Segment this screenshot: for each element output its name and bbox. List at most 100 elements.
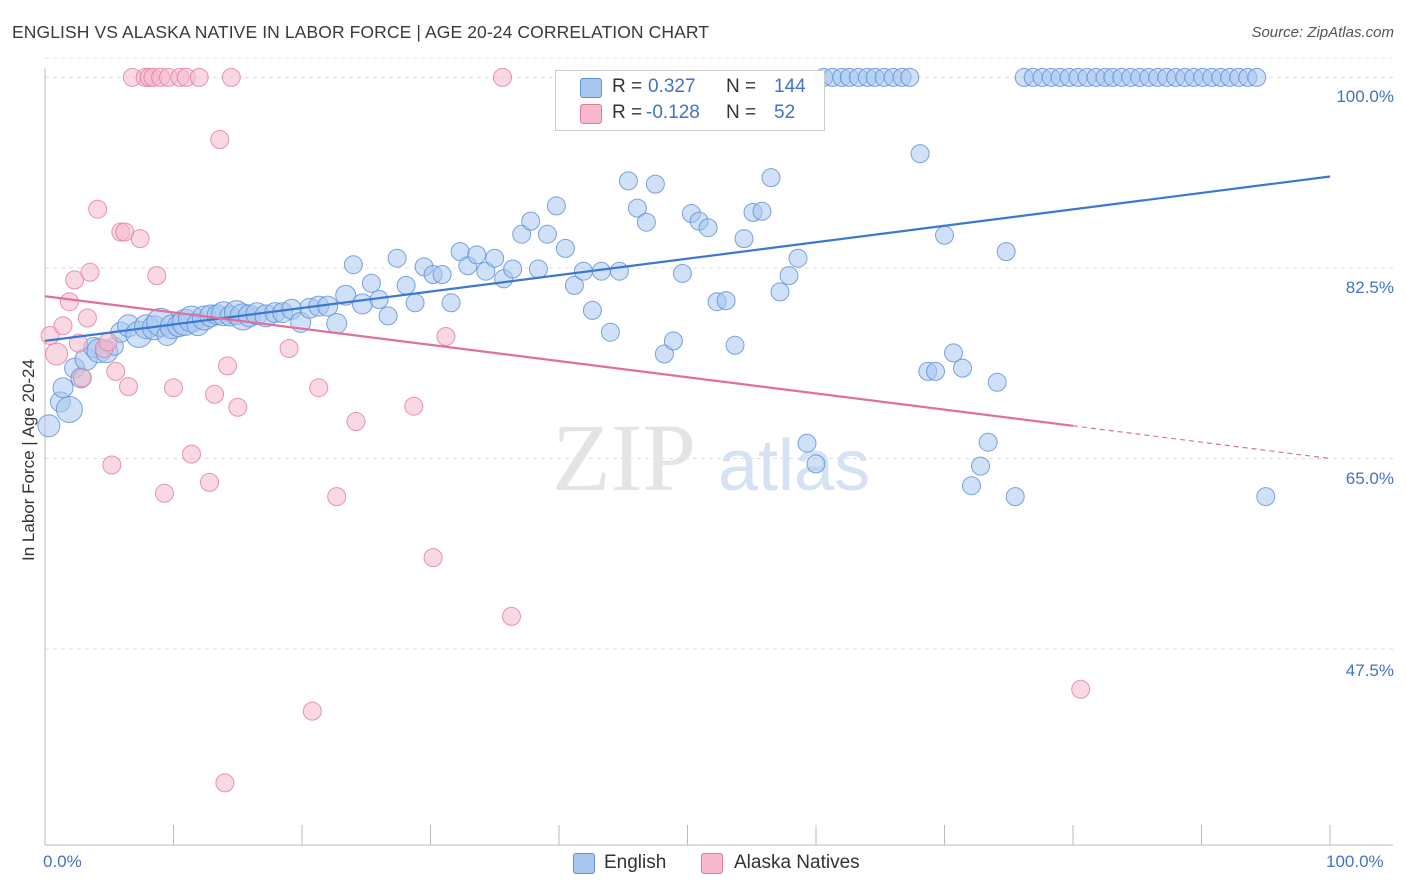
watermark: ZIP atlas bbox=[552, 404, 870, 511]
english-point bbox=[761, 168, 781, 188]
english-point bbox=[600, 322, 620, 342]
legend-r-value: -0.128 bbox=[646, 102, 700, 123]
y-tick-label: 100.0% bbox=[1336, 87, 1394, 106]
english-point bbox=[1247, 67, 1267, 87]
english-point bbox=[1005, 487, 1025, 507]
english-point bbox=[734, 229, 754, 249]
alaska-natives-point bbox=[502, 606, 521, 626]
legend-swatch-english bbox=[580, 78, 602, 98]
english-point bbox=[987, 372, 1007, 392]
stats-legend: R = 0.327 N = 144 R = -0.128 N = 52 bbox=[555, 70, 825, 131]
series-alaska-natives bbox=[40, 67, 1091, 793]
alaska-natives-point bbox=[102, 455, 122, 475]
english-point bbox=[609, 261, 629, 281]
english-point bbox=[378, 306, 398, 326]
legend-r-label: R = bbox=[612, 76, 643, 97]
english-point bbox=[52, 377, 74, 399]
alaska-natives-point bbox=[106, 361, 126, 381]
alaska-natives-point bbox=[346, 412, 366, 431]
legend-n-value: 52 bbox=[774, 102, 796, 123]
english-point bbox=[935, 225, 954, 245]
english-point bbox=[335, 284, 357, 306]
alaska-natives-point bbox=[327, 487, 347, 507]
english-point bbox=[582, 300, 602, 320]
alaska-natives-point bbox=[423, 548, 443, 568]
source-label: Source: ZipAtlas.com bbox=[1251, 24, 1394, 41]
english-point bbox=[405, 293, 425, 313]
alaska-natives-point bbox=[309, 378, 329, 398]
alaska-natives-point bbox=[189, 67, 209, 87]
legend-label-english: English bbox=[604, 852, 667, 873]
english-point bbox=[971, 456, 990, 476]
english-point bbox=[627, 198, 647, 218]
english-point bbox=[788, 248, 808, 268]
alaska-natives-point bbox=[53, 316, 73, 336]
gridlines bbox=[45, 57, 1395, 650]
alaska-natives-point bbox=[155, 483, 174, 503]
legend-row-english: R = 0.327 N = 144 bbox=[556, 76, 824, 102]
english-point bbox=[910, 144, 930, 164]
alaska-natives-point bbox=[45, 342, 69, 366]
english-point bbox=[564, 275, 584, 295]
series-english bbox=[37, 67, 1276, 507]
alaska-natives-point bbox=[200, 472, 219, 492]
legend-swatch-english bbox=[573, 853, 595, 874]
axes bbox=[44, 68, 1393, 846]
english-point bbox=[636, 212, 656, 232]
alaska-natives-point bbox=[65, 270, 85, 290]
english-point bbox=[926, 361, 945, 381]
english-point bbox=[725, 335, 745, 355]
english-point bbox=[752, 201, 772, 221]
english-point bbox=[996, 242, 1016, 262]
english-point bbox=[476, 261, 496, 281]
english-point bbox=[361, 273, 381, 293]
alaska-natives-point bbox=[215, 773, 235, 793]
english-point bbox=[55, 396, 83, 423]
english-point bbox=[618, 171, 638, 191]
alaska-natives-point bbox=[210, 130, 230, 149]
alaska-natives-point bbox=[80, 262, 100, 282]
english-point bbox=[521, 211, 541, 231]
legend-swatch-alaska-natives bbox=[580, 104, 602, 124]
english-point bbox=[978, 432, 998, 452]
english-point bbox=[512, 224, 532, 244]
english-point bbox=[537, 224, 557, 244]
english-point bbox=[654, 344, 674, 364]
alaska-natives-point bbox=[1071, 679, 1091, 699]
alaska-natives-point bbox=[302, 701, 322, 721]
alaska-natives-point bbox=[218, 356, 237, 376]
english-point bbox=[663, 331, 683, 351]
english-point bbox=[672, 263, 692, 283]
alaska-natives-point bbox=[68, 333, 88, 353]
english-point bbox=[806, 454, 826, 474]
alaska-natives-point bbox=[119, 377, 138, 397]
english-point bbox=[343, 255, 363, 275]
english-point bbox=[770, 282, 790, 302]
alaska-natives-point bbox=[436, 327, 456, 346]
english-point bbox=[37, 414, 61, 438]
english-point bbox=[387, 248, 407, 268]
y-tick-label: 82.5% bbox=[1345, 278, 1394, 297]
english-point bbox=[351, 293, 373, 315]
english-point bbox=[1256, 487, 1276, 507]
english-point bbox=[645, 174, 665, 194]
english-point bbox=[944, 343, 963, 363]
english-point bbox=[698, 218, 718, 238]
alaska-natives-point bbox=[221, 67, 241, 87]
legend-label-alaska-natives: Alaska Natives bbox=[734, 852, 860, 873]
alaska-natives-point bbox=[88, 199, 108, 219]
english-point bbox=[441, 293, 461, 313]
alaska-natives-point bbox=[59, 292, 79, 312]
legend-swatch-alaska-natives bbox=[701, 853, 723, 874]
english-point bbox=[953, 358, 972, 378]
alaska-natives-point bbox=[130, 229, 150, 249]
english-point bbox=[503, 259, 523, 279]
alaska-natives-point bbox=[164, 378, 183, 398]
y-axis-label: In Labor Force | Age 20-24 bbox=[19, 359, 38, 561]
legend-n-label: N = bbox=[726, 102, 757, 123]
english-point bbox=[779, 266, 799, 286]
english-point bbox=[546, 196, 566, 216]
english-point bbox=[797, 433, 817, 453]
alaska-natives-point bbox=[493, 67, 512, 87]
legend-row-alaska-natives: R = -0.128 N = 52 bbox=[556, 102, 824, 128]
